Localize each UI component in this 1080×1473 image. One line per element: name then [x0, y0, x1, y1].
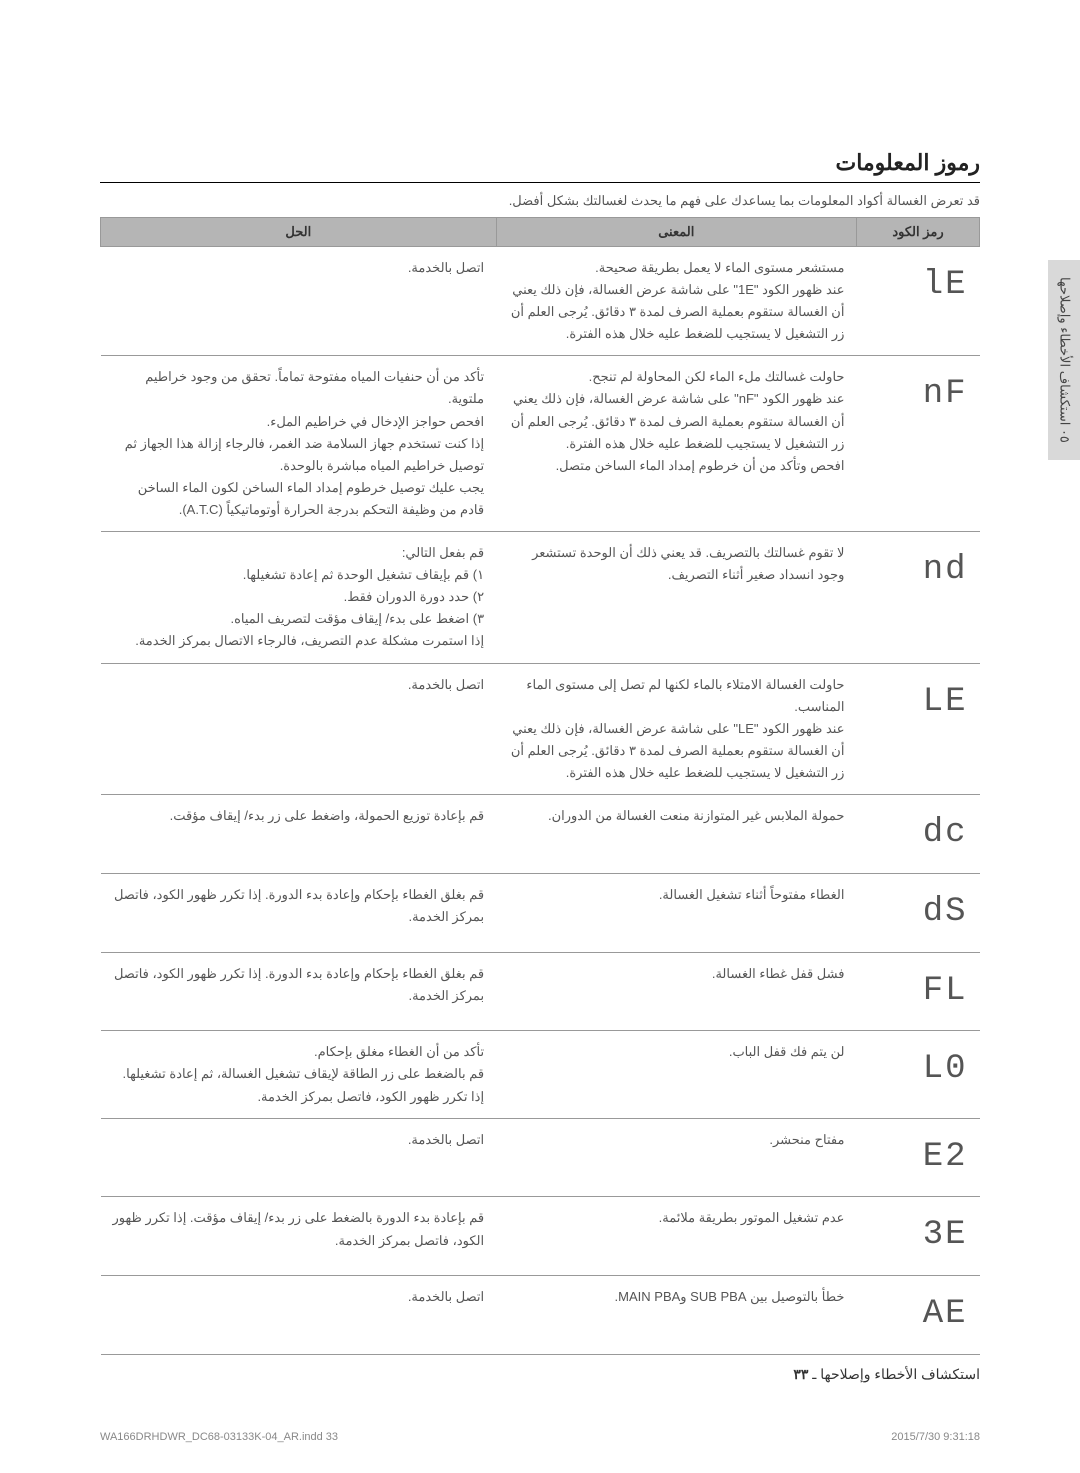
error-codes-table: رمز الكود المعنى الحل lEمستشعر مستوى الم…: [100, 217, 980, 1355]
code-cell: FL: [856, 952, 979, 1031]
solution-cell: قم بفعل التالي: ١) قم بإيقاف تشغيل الوحد…: [101, 532, 497, 663]
table-row: dSالغطاء مفتوحاً أثناء تشغيل الغسالة.قم …: [101, 873, 980, 952]
header-code: رمز الكود: [856, 218, 979, 247]
meaning-cell: فشل قفل غطاء الغسالة.: [496, 952, 856, 1031]
header-solution: الحل: [101, 218, 497, 247]
solution-cell: اتصل بالخدمة.: [101, 1276, 497, 1355]
solution-cell: قم بإعادة توزيع الحمولة، واضغط على زر بد…: [101, 794, 497, 873]
solution-cell: قم بغلق الغطاء بإحكام وإعادة بدء الدورة.…: [101, 952, 497, 1031]
header-meaning: المعنى: [496, 218, 856, 247]
table-row: dcحمولة الملابس غير المتوازنة منعت الغسا…: [101, 794, 980, 873]
code-cell: nd: [856, 532, 979, 663]
meaning-cell: مستشعر مستوى الماء لا يعمل بطريقة صحيحة.…: [496, 247, 856, 356]
meaning-cell: لن يتم فك قفل الباب.: [496, 1031, 856, 1118]
footer-page-number: ٣٣: [793, 1366, 808, 1382]
section-title: رموز المعلومات: [100, 150, 980, 176]
meaning-cell: مفتاح منحشر.: [496, 1118, 856, 1197]
meaning-cell: خطأ بالتوصيل بين SUB PBA وMAIN PBA.: [496, 1276, 856, 1355]
print-metadata: WA166DRHDWR_DC68-03133K-04_AR.indd 33 20…: [100, 1431, 980, 1443]
solution-cell: اتصل بالخدمة.: [101, 247, 497, 356]
code-cell: AE: [856, 1276, 979, 1355]
solution-cell: قم بغلق الغطاء بإحكام وإعادة بدء الدورة.…: [101, 873, 497, 952]
footer-text: استكشاف الأخطاء وإصلاحها ـ: [812, 1366, 980, 1382]
code-cell: E2: [856, 1118, 979, 1197]
solution-cell: تأكد من أن حنفيات المياه مفتوحة تماماً. …: [101, 356, 497, 532]
code-cell: L0: [856, 1031, 979, 1118]
code-cell: dc: [856, 794, 979, 873]
manual-page: ٠٥ استكشاف الأخطاء وإصلاحها رموز المعلوم…: [0, 0, 1080, 1473]
table-row: FLفشل قفل غطاء الغسالة.قم بغلق الغطاء بإ…: [101, 952, 980, 1031]
solution-cell: اتصل بالخدمة.: [101, 663, 497, 794]
meaning-cell: الغطاء مفتوحاً أثناء تشغيل الغسالة.: [496, 873, 856, 952]
code-cell: 3E: [856, 1197, 979, 1276]
code-cell: lE: [856, 247, 979, 356]
table-row: lEمستشعر مستوى الماء لا يعمل بطريقة صحيح…: [101, 247, 980, 356]
code-cell: nF: [856, 356, 979, 532]
meaning-cell: عدم تشغيل الموتور بطريقة ملائمة.: [496, 1197, 856, 1276]
page-footer: استكشاف الأخطاء وإصلاحها ـ ٣٣: [793, 1366, 980, 1383]
solution-cell: قم بإعادة بدء الدورة بالضغط على زر بدء/ …: [101, 1197, 497, 1276]
meaning-cell: حاولت غسالتك ملء الماء لكن المحاولة لم ت…: [496, 356, 856, 532]
table-header-row: رمز الكود المعنى الحل: [101, 218, 980, 247]
solution-cell: تأكد من أن الغطاء مغلق بإحكام. قم بالضغط…: [101, 1031, 497, 1118]
print-file: WA166DRHDWR_DC68-03133K-04_AR.indd 33: [100, 1431, 338, 1443]
table-row: AEخطأ بالتوصيل بين SUB PBA وMAIN PBA.اتص…: [101, 1276, 980, 1355]
chapter-side-tab: ٠٥ استكشاف الأخطاء وإصلاحها: [1048, 260, 1080, 460]
meaning-cell: حمولة الملابس غير المتوازنة منعت الغسالة…: [496, 794, 856, 873]
table-row: 3Eعدم تشغيل الموتور بطريقة ملائمة.قم بإع…: [101, 1197, 980, 1276]
title-rule: [100, 182, 980, 183]
table-row: ndلا تقوم غسالتك بالتصريف. قد يعني ذلك أ…: [101, 532, 980, 663]
table-row: nFحاولت غسالتك ملء الماء لكن المحاولة لم…: [101, 356, 980, 532]
table-row: L0لن يتم فك قفل الباب.تأكد من أن الغطاء …: [101, 1031, 980, 1118]
print-timestamp: 2015/7/30 9:31:18: [891, 1431, 980, 1443]
table-row: E2مفتاح منحشر.اتصل بالخدمة.: [101, 1118, 980, 1197]
code-cell: dS: [856, 873, 979, 952]
code-cell: LE: [856, 663, 979, 794]
meaning-cell: لا تقوم غسالتك بالتصريف. قد يعني ذلك أن …: [496, 532, 856, 663]
meaning-cell: حاولت الغسالة الامتلاء بالماء لكنها لم ت…: [496, 663, 856, 794]
solution-cell: اتصل بالخدمة.: [101, 1118, 497, 1197]
table-row: LEحاولت الغسالة الامتلاء بالماء لكنها لم…: [101, 663, 980, 794]
intro-text: قد تعرض الغسالة أكواد المعلومات بما يساع…: [100, 193, 980, 209]
